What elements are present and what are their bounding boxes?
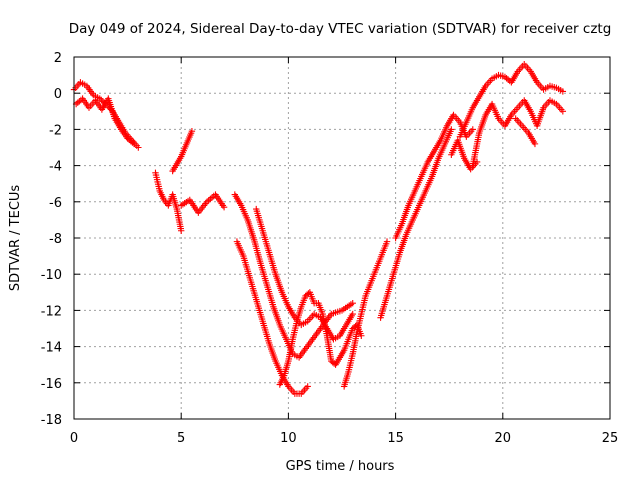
y-tick-label: -12 [41, 304, 62, 319]
data-points [70, 61, 567, 397]
x-tick-label: 5 [177, 431, 185, 446]
data-point [473, 158, 481, 166]
data-point [559, 88, 567, 95]
data-point [349, 299, 356, 307]
data-point [135, 144, 142, 151]
data-point [559, 108, 567, 115]
data-point [349, 310, 356, 318]
y-tick-label: 2 [54, 51, 62, 66]
x-tick-label: 10 [280, 431, 297, 446]
data-point [358, 332, 365, 339]
x-tick-label: 15 [387, 431, 404, 446]
data-point [188, 128, 196, 135]
data-point [531, 140, 539, 148]
data-point [469, 126, 476, 133]
data-point [304, 383, 311, 390]
y-tick-label: -14 [41, 341, 62, 356]
grid [74, 57, 610, 419]
data-point [448, 126, 455, 133]
y-tick-label: -16 [41, 377, 62, 392]
x-tick-label: 25 [602, 431, 619, 446]
y-tick-label: -18 [41, 413, 62, 428]
x-tick-label: 0 [70, 431, 78, 446]
data-point [130, 140, 138, 148]
x-axis-label: GPS time / hours [286, 459, 395, 474]
chart-title: Day 049 of 2024, Sidereal Day-to-day VTE… [69, 21, 612, 37]
y-tick-label: -8 [49, 232, 62, 247]
x-tick-label: 20 [495, 431, 512, 446]
data-point [220, 204, 228, 211]
y-tick-label: -2 [49, 123, 62, 138]
y-tick-label: -6 [49, 196, 62, 211]
data-point [178, 227, 185, 234]
y-axis-label: SDTVAR / TECUs [8, 185, 23, 292]
y-tick-label: -4 [49, 160, 62, 175]
y-tick-label: 0 [54, 87, 62, 102]
y-tick-label: -10 [41, 268, 62, 283]
data-point [383, 238, 391, 245]
